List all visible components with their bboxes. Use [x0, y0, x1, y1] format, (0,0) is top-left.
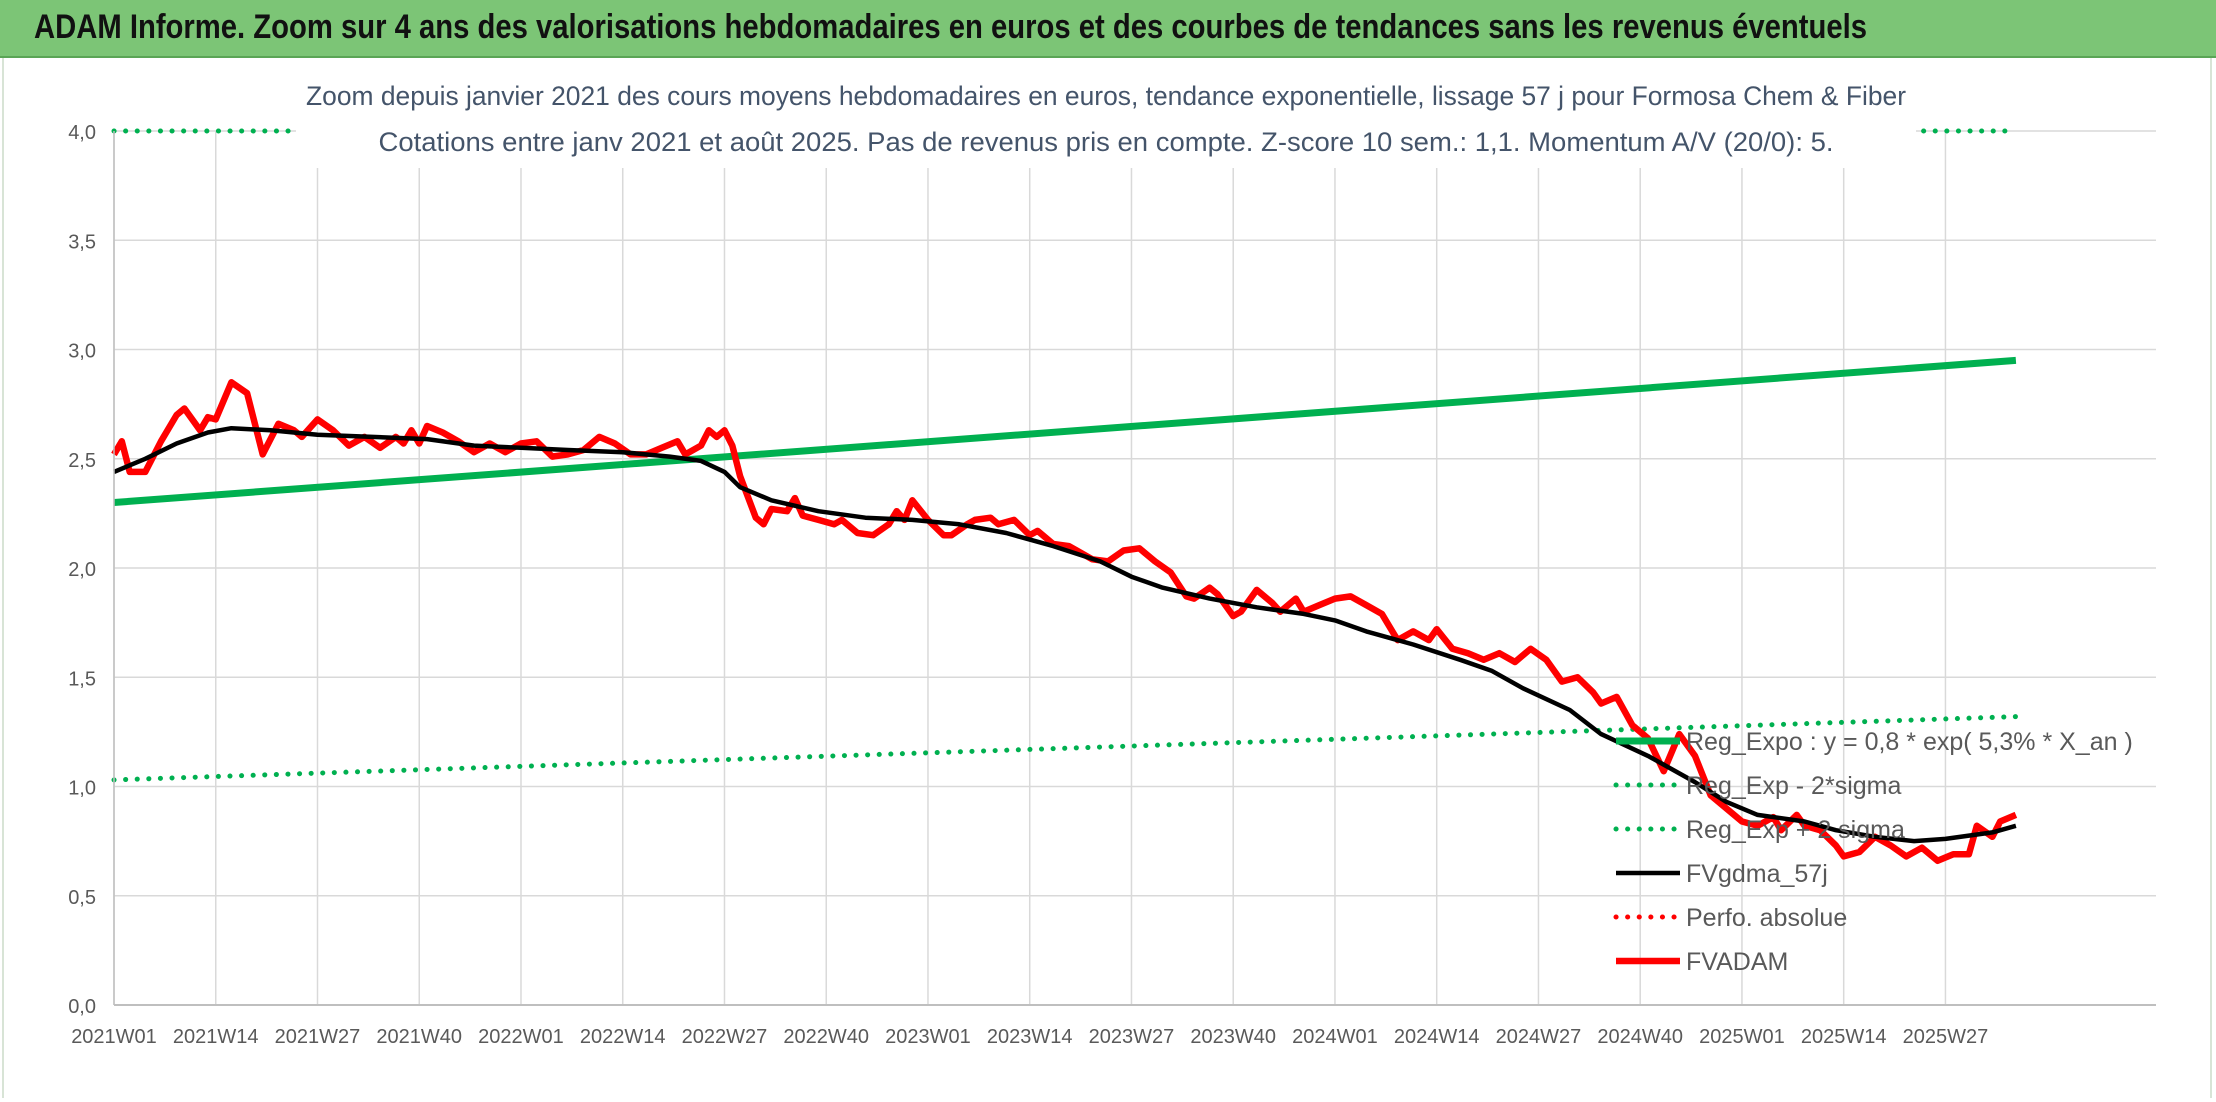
x-tick-label: 2025W01 — [1699, 1026, 1785, 1048]
grid — [113, 130, 2156, 1006]
y-tick-label: 2,0 — [68, 559, 96, 581]
title-background — [296, 60, 1916, 168]
legend-label-0: Reg_Expo : y = 0,8 * exp( 5,3% * X_an ) — [1686, 728, 2133, 756]
y-tick-label: 3,5 — [68, 231, 96, 253]
series-line-3 — [113, 425, 2017, 844]
series-line-0 — [113, 356, 2017, 506]
legend-label-4: Perfo. absolue — [1686, 904, 1847, 932]
x-tick-label: 2022W14 — [580, 1026, 666, 1048]
axes: 0,0 0,5 1,0 1,5 2,0 2,5 3,0 3,5 4,0 2021W01 2021W1… — [68, 122, 2156, 1048]
x-tick-label: 2023W40 — [1190, 1026, 1276, 1048]
x-tick-label: 2021W01 — [71, 1026, 157, 1048]
report-banner: ADAM Informe. Zoom sur 4 ans des valoris… — [0, 0, 2216, 58]
y-tick-label: 2,5 — [68, 450, 96, 472]
series-line-1 — [111, 714, 2019, 783]
y-tick-label: 3,0 — [68, 341, 96, 363]
chart-frame: 0,0 0,5 1,0 1,5 2,0 2,5 3,0 3,5 4,0 2021W01 2021W1… — [2, 58, 2212, 1098]
y-tick-label: 0,0 — [68, 996, 96, 1018]
x-tick-label: 2022W01 — [478, 1026, 564, 1048]
report-title: ADAM Informe. Zoom sur 4 ans des valoris… — [34, 8, 1867, 46]
chart-subtitle: Cotations entre janv 2021 et août 2025. … — [379, 127, 1834, 157]
x-tick-label: 2021W14 — [173, 1026, 259, 1048]
x-tick-label: 2025W14 — [1801, 1026, 1887, 1048]
legend-label-2: Reg_Exp + 2 sigma — [1686, 816, 1905, 844]
x-tick-label: 2024W40 — [1597, 1026, 1683, 1048]
x-tick-label: 2023W14 — [987, 1026, 1073, 1048]
legend: Reg_Expo : y = 0,8 * exp( 5,3% * X_an ) R… — [1613, 728, 2133, 976]
x-tick-label: 2022W40 — [783, 1026, 869, 1048]
x-tick-label: 2024W01 — [1292, 1026, 1378, 1048]
legend-label-5: FVADAM — [1686, 948, 1788, 976]
y-tick-label: 0,5 — [68, 887, 96, 909]
x-tick-label: 2024W14 — [1394, 1026, 1480, 1048]
x-tick-label: 2023W01 — [885, 1026, 971, 1048]
x-tick-label: 2024W27 — [1496, 1026, 1582, 1048]
x-tick-label: 2021W40 — [376, 1026, 462, 1048]
price-chart: 0,0 0,5 1,0 1,5 2,0 2,5 3,0 3,5 4,0 2021W01 2021W1… — [68, 60, 2156, 1048]
y-tick-label: 1,5 — [68, 668, 96, 690]
chart-title: Zoom depuis janvier 2021 des cours moyen… — [306, 81, 1906, 111]
x-tick-label: 2023W27 — [1089, 1026, 1175, 1048]
legend-label-3: FVgdma_57j — [1686, 860, 1828, 888]
x-tick-label: 2025W27 — [1903, 1026, 1989, 1048]
y-tick-label: 1,0 — [68, 778, 96, 800]
x-tick-label: 2021W27 — [275, 1026, 361, 1048]
y-tick-label: 4,0 — [68, 122, 96, 144]
x-tick-label: 2022W27 — [682, 1026, 768, 1048]
legend-label-1: Reg_Exp - 2*sigma — [1686, 772, 1901, 800]
